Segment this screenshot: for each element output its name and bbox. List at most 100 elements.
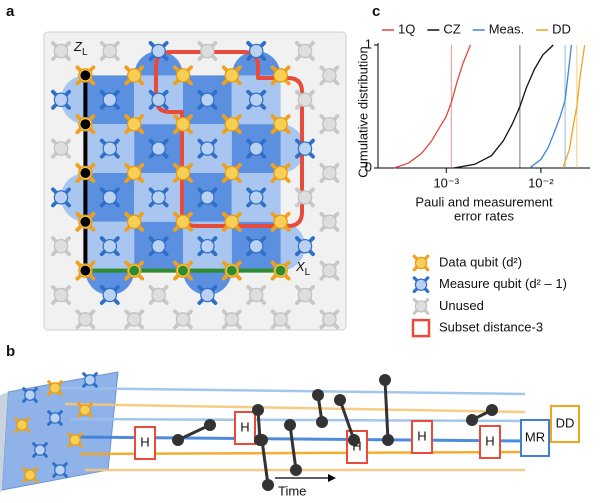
cdf-line — [394, 45, 470, 168]
qubit-body — [152, 240, 165, 253]
gate-label: H — [417, 428, 426, 443]
data-qubit — [49, 382, 62, 395]
qubit-body — [54, 44, 67, 57]
qubit-body — [225, 215, 238, 228]
qubit-body — [323, 264, 336, 277]
unused-qubit — [77, 311, 93, 327]
x-tick-label: 10⁻² — [528, 175, 554, 190]
qubit-body — [103, 44, 116, 57]
gate-label: H — [240, 419, 249, 434]
meas-qubit — [248, 238, 264, 254]
data-qubit — [175, 116, 191, 132]
time-label: Time — [278, 483, 306, 498]
legend-label: DD — [552, 21, 571, 36]
qubit-body — [54, 288, 67, 301]
unused-qubit — [321, 116, 337, 132]
qubit-body — [298, 142, 311, 155]
z-operator-dot — [80, 217, 90, 227]
qubit-body — [415, 301, 426, 312]
cz-node — [312, 389, 324, 401]
x-axis-label: error rates — [454, 208, 514, 223]
qubit-body — [225, 118, 238, 131]
cz-node — [334, 394, 346, 406]
qubit-body — [70, 435, 81, 446]
unused-qubit — [321, 165, 337, 181]
unused-qubit — [321, 67, 337, 83]
qubit-body — [103, 240, 116, 253]
cz-node — [466, 414, 478, 426]
z-operator-dot — [80, 168, 90, 178]
unused-qubit — [53, 238, 69, 254]
qubit-body — [176, 313, 189, 326]
qubit-body — [54, 93, 67, 106]
unused-qubit — [53, 43, 69, 59]
z-operator-dot — [80, 119, 90, 129]
meas-qubit — [151, 189, 167, 205]
unused-qubit — [414, 300, 428, 314]
unused-qubit — [321, 263, 337, 279]
meas-qubit — [102, 92, 118, 108]
x-tick-label: 10⁻³ — [433, 175, 459, 190]
unused-qubit — [297, 287, 313, 303]
data-qubit — [79, 404, 92, 417]
time-arrowhead — [328, 474, 336, 482]
qubit-body — [54, 240, 67, 253]
qubit-body — [274, 313, 287, 326]
cz-node — [262, 479, 274, 491]
data-qubit — [126, 116, 142, 132]
qubit-body — [50, 413, 61, 424]
meas-qubit — [248, 92, 264, 108]
cz-node — [348, 434, 360, 446]
meas-qubit — [199, 141, 215, 157]
qubit-body — [152, 288, 165, 301]
cz-node — [316, 416, 328, 428]
qubit-body — [201, 191, 214, 204]
data-qubit — [126, 214, 142, 230]
qubit-body — [35, 445, 46, 456]
meas-qubit — [151, 92, 167, 108]
qubit-body — [176, 69, 189, 82]
unused-qubit — [248, 287, 264, 303]
cdf-line — [454, 45, 553, 168]
meas-qubit — [151, 141, 167, 157]
qubit-body — [103, 93, 116, 106]
qubit-body — [176, 118, 189, 131]
unused-qubit — [151, 287, 167, 303]
qubit-body — [298, 93, 311, 106]
qubit-body — [250, 288, 263, 301]
data-qubit — [273, 116, 289, 132]
qubit-body — [298, 288, 311, 301]
data-qubit — [126, 165, 142, 181]
data-qubit — [175, 214, 191, 230]
qubit-body — [201, 142, 214, 155]
meas-qubit — [248, 43, 264, 59]
gate-label: H — [140, 434, 149, 449]
meas-qubit — [102, 189, 118, 205]
data-qubit — [24, 469, 37, 482]
readout-label: DD — [556, 415, 575, 430]
data-qubit — [224, 165, 240, 181]
qubit-body — [250, 44, 263, 57]
qubit-body — [128, 118, 141, 131]
qubit-body — [323, 69, 336, 82]
meas-qubit — [248, 189, 264, 205]
unused-qubit — [297, 92, 313, 108]
qubit-body — [250, 240, 263, 253]
qubit-body — [225, 69, 238, 82]
qubit-body — [298, 44, 311, 57]
unused-qubit — [102, 43, 118, 59]
meas-qubit — [248, 141, 264, 157]
qubit-body — [323, 215, 336, 228]
qubit-body — [128, 166, 141, 179]
qubit-body — [55, 465, 66, 476]
data-qubit — [224, 67, 240, 83]
meas-qubit — [199, 287, 215, 303]
z-operator-dot — [80, 70, 90, 80]
data-qubit — [414, 256, 428, 270]
cz-node — [172, 434, 184, 446]
qubit-body — [17, 420, 28, 431]
qubit-legend: Data qubit (d²)Measure qubit (d² – 1)Unu… — [413, 254, 567, 336]
qubit-body — [80, 405, 91, 416]
data-qubit — [175, 67, 191, 83]
